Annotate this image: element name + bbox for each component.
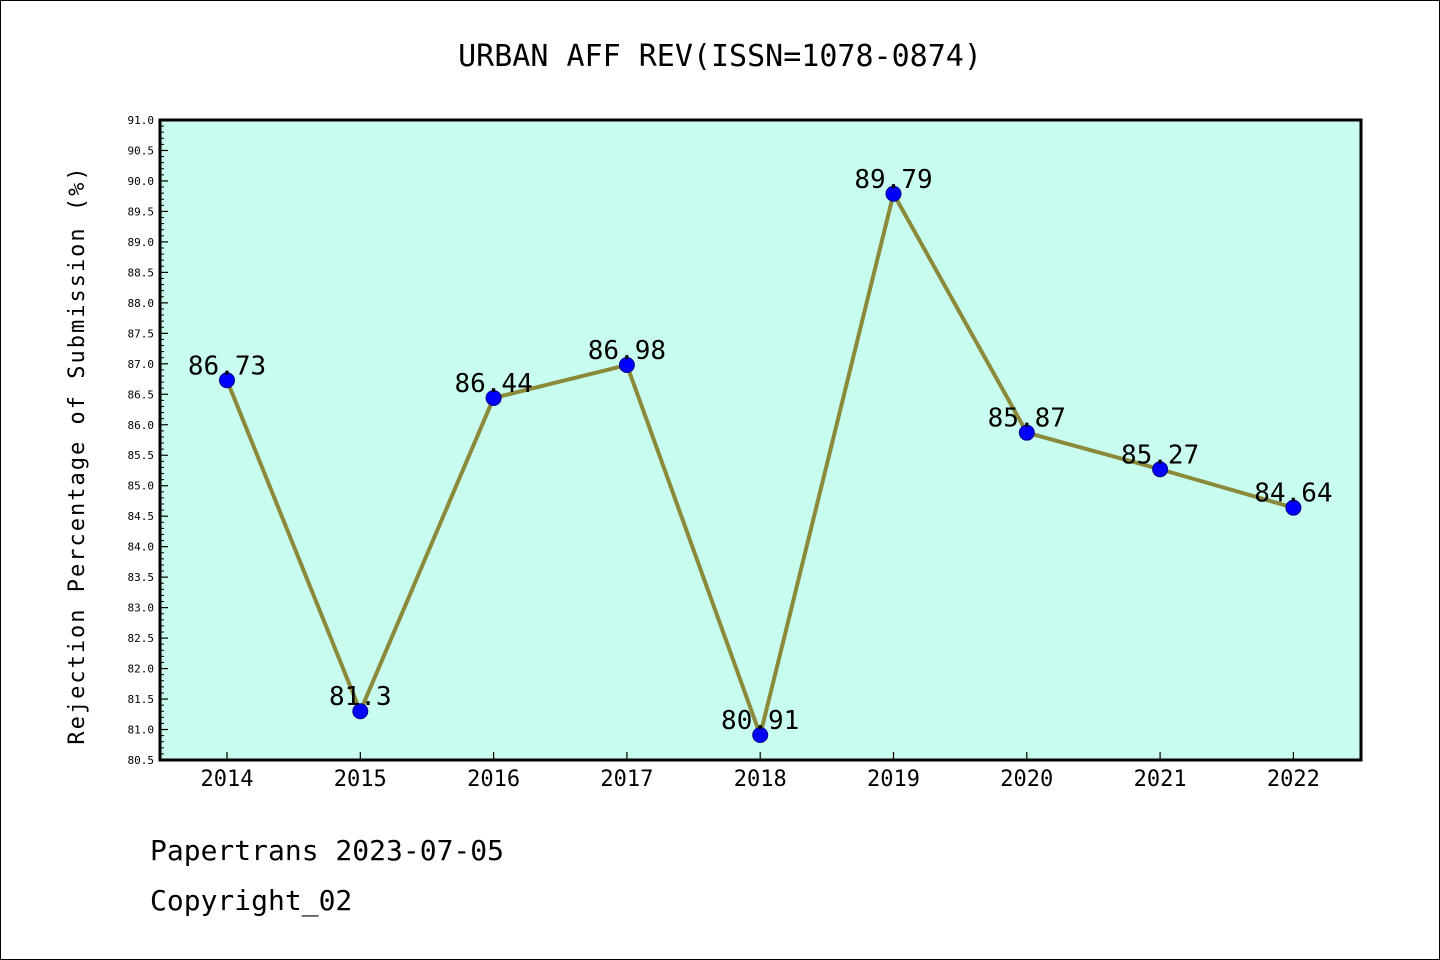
x-tick-label: 2016 [467, 767, 520, 792]
x-tick-label: 2017 [600, 767, 653, 792]
y-tick-label: 82.0 [128, 663, 155, 676]
y-tick-label: 83.0 [128, 602, 155, 615]
x-tick-label: 2022 [1267, 767, 1320, 792]
footer-copyright: Copyright_02 [150, 884, 353, 917]
series-point-group [219, 185, 1302, 744]
data-point [485, 389, 502, 406]
data-point [352, 703, 369, 720]
y-tick-label: 81.5 [128, 693, 155, 706]
data-label: 86.98 [588, 336, 666, 366]
y-tick-label: 91.0 [128, 114, 155, 127]
x-tick-label: 2020 [1000, 767, 1053, 792]
data-label: 80.91 [721, 706, 799, 736]
chart-title: URBAN AFF REV(ISSN=1078-0874) [458, 39, 982, 74]
x-tick-label: 2014 [201, 767, 254, 792]
data-point [1018, 424, 1035, 441]
y-axis-ticks: 80.5 81.0 81.5 82.0 82.5 83.0 83.5 84.0 84.5 85.0… [128, 114, 168, 767]
data-point [1152, 461, 1169, 478]
data-point [1285, 499, 1302, 516]
data-point [219, 372, 235, 389]
y-tick-label: 84.0 [128, 541, 155, 554]
data-point [885, 185, 902, 202]
y-tick-label: 83.5 [128, 571, 155, 584]
data-label: 81.3 [329, 682, 392, 712]
y-tick-label: 85.0 [128, 480, 155, 493]
x-tick-label: 2019 [867, 767, 920, 792]
x-tick-label: 2018 [734, 767, 787, 792]
data-label: 89.79 [854, 165, 932, 195]
y-tick-label: 80.5 [128, 754, 155, 767]
data-point [752, 727, 769, 744]
x-tick-label: 2021 [1134, 767, 1187, 792]
y-tick-label: 88.0 [128, 297, 155, 310]
y-tick-label: 87.5 [128, 327, 155, 340]
y-tick-label: 86.5 [128, 388, 155, 401]
data-label: 85.87 [988, 404, 1066, 434]
y-tick-label: 85.5 [128, 449, 155, 462]
data-label: 85.27 [1121, 440, 1199, 470]
y-axis-label: Rejection Percentage of Submission (%) [65, 165, 90, 744]
data-point [618, 357, 635, 374]
data-label: 86.73 [188, 351, 266, 381]
y-tick-label: 87.0 [128, 358, 155, 371]
x-axis-ticks: 2014 2015 2016 2017 2018 2019 2020 2021 2022 [201, 752, 1320, 792]
data-label: 86.44 [454, 369, 532, 399]
plot-area [158, 118, 1363, 762]
y-tick-label: 89.0 [128, 236, 155, 249]
x-tick-label: 2015 [334, 767, 387, 792]
y-tick-label: 90.0 [128, 175, 155, 188]
data-label: 84.64 [1254, 479, 1332, 509]
y-tick-label: 81.0 [128, 724, 155, 737]
data-label-group: 86.73 81.3 86.44 86.98 80.91 89.79 85.87 85.27 8… [188, 165, 1333, 736]
footer-date: Papertrans 2023-07-05 [150, 834, 505, 867]
y-tick-label: 88.5 [128, 266, 155, 279]
y-tick-label: 84.5 [128, 510, 155, 523]
y-tick-label: 86.0 [128, 419, 155, 432]
y-tick-label: 82.5 [128, 632, 155, 645]
y-tick-label: 90.5 [128, 144, 155, 157]
y-tick-label: 89.5 [128, 205, 155, 218]
